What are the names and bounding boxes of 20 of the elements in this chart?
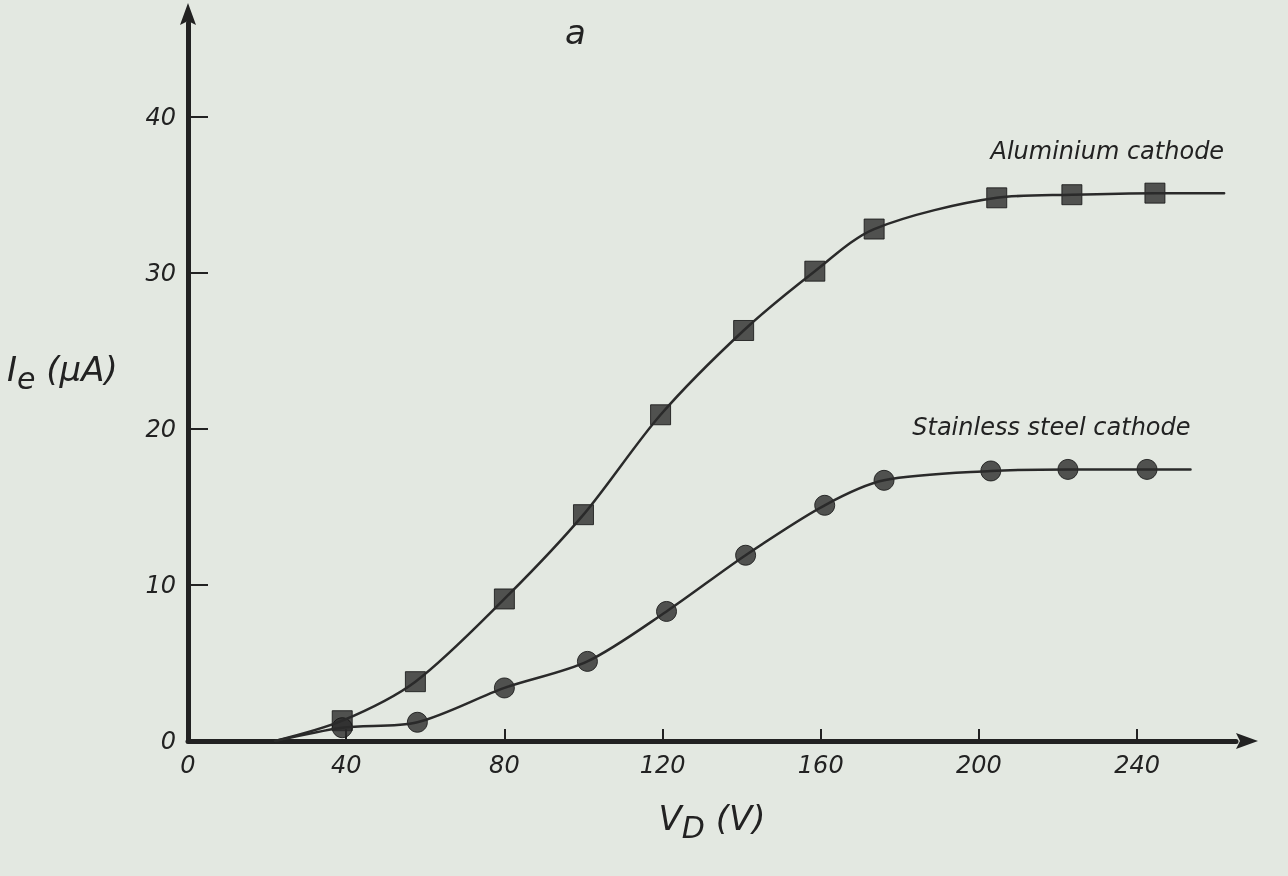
x-tick-label: 160 bbox=[797, 751, 844, 779]
y-tick-label: 40 bbox=[145, 102, 176, 131]
y-axis-title: I$_{e}$ (μA) bbox=[7, 348, 118, 396]
x-tick-label: 120 bbox=[639, 751, 686, 779]
y-tick-label: 10 bbox=[145, 570, 176, 599]
point bbox=[863, 218, 885, 240]
x-axis-title: V$_{D}$ (V) bbox=[658, 797, 766, 845]
x-tick-label: 0 bbox=[180, 751, 196, 779]
point bbox=[1144, 182, 1166, 204]
series-label: Aluminium cathode bbox=[988, 137, 1225, 166]
y-tick-label: 0 bbox=[160, 727, 176, 755]
y-tick-label: 30 bbox=[145, 258, 176, 287]
series-label: Stainless steel cathode bbox=[912, 413, 1191, 442]
x-tick-label: 240 bbox=[1114, 751, 1161, 779]
x-tick-label: 40 bbox=[330, 751, 362, 779]
x-tick-label: 80 bbox=[489, 751, 520, 779]
point bbox=[1061, 184, 1083, 206]
chart-title: a bbox=[565, 12, 586, 52]
y-tick-label: 20 bbox=[145, 414, 176, 443]
x-tick-label: 200 bbox=[956, 751, 1002, 779]
